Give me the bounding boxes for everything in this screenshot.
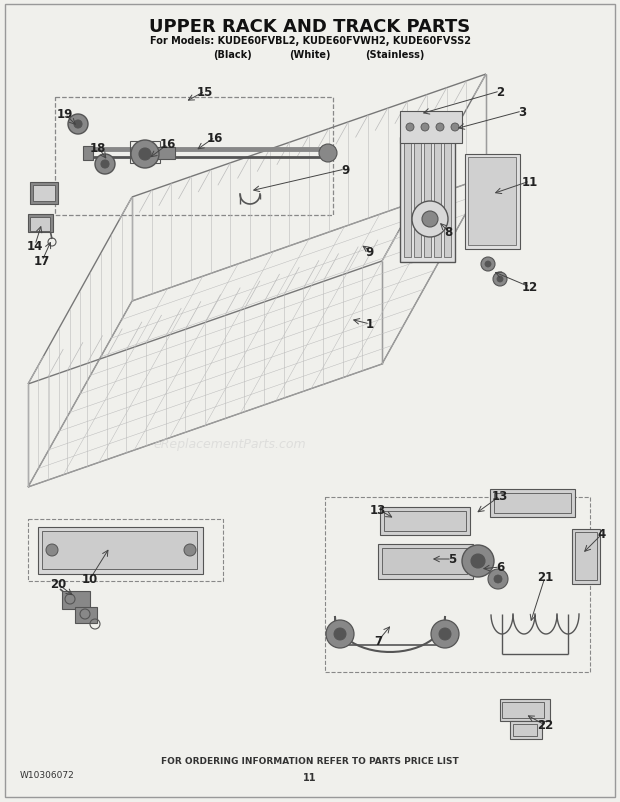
Text: 17: 17 (34, 255, 50, 268)
Text: 11: 11 (303, 772, 317, 782)
Text: 22: 22 (537, 719, 553, 731)
Circle shape (46, 545, 58, 557)
Bar (513, 724, 537, 736)
Bar (55, 98, 333, 216)
Circle shape (431, 620, 459, 648)
Bar (30, 217, 50, 232)
Bar (510, 721, 542, 739)
Text: 5: 5 (448, 553, 456, 565)
Text: 16: 16 (160, 138, 176, 152)
Circle shape (488, 569, 508, 589)
Bar (444, 143, 451, 257)
Circle shape (412, 202, 448, 237)
Text: 13: 13 (370, 503, 386, 516)
Text: W10306072: W10306072 (20, 771, 75, 780)
Bar (572, 529, 600, 585)
Circle shape (131, 141, 159, 168)
Bar (378, 545, 473, 579)
Bar (400, 138, 455, 263)
Text: 8: 8 (444, 225, 452, 238)
Bar (465, 155, 520, 249)
Text: eReplacementParts.com: eReplacementParts.com (154, 438, 306, 451)
Bar (424, 143, 431, 257)
Circle shape (184, 545, 196, 557)
Text: UPPER RACK AND TRACK PARTS: UPPER RACK AND TRACK PARTS (149, 18, 471, 36)
Text: 12: 12 (522, 282, 538, 294)
Circle shape (139, 149, 151, 160)
Bar (490, 489, 575, 517)
Text: 9: 9 (341, 164, 349, 176)
Text: 11: 11 (522, 176, 538, 188)
Bar (380, 508, 470, 535)
Text: For Models: KUDE60FVBL2, KUDE60FVWH2, KUDE60FVSS2: For Models: KUDE60FVBL2, KUDE60FVWH2, KU… (149, 36, 471, 46)
Circle shape (406, 124, 414, 132)
Bar (28, 520, 223, 581)
Bar (33, 186, 55, 202)
Text: 3: 3 (518, 105, 526, 119)
Text: 2: 2 (496, 85, 504, 99)
Circle shape (439, 628, 451, 640)
Bar (500, 699, 550, 721)
Bar (38, 528, 203, 574)
Text: 21: 21 (537, 571, 553, 584)
Text: 7: 7 (374, 634, 382, 648)
Bar (404, 143, 411, 257)
Text: 18: 18 (90, 141, 106, 154)
Circle shape (421, 124, 429, 132)
Bar (83, 147, 93, 160)
Circle shape (422, 212, 438, 228)
Circle shape (494, 575, 502, 583)
Circle shape (101, 160, 109, 168)
Bar (494, 493, 571, 513)
Text: 15: 15 (197, 85, 213, 99)
Text: 1: 1 (366, 318, 374, 331)
Bar (400, 111, 462, 144)
Circle shape (74, 121, 82, 129)
Bar (414, 143, 421, 257)
Circle shape (471, 554, 485, 569)
Bar (384, 512, 466, 532)
Circle shape (68, 115, 88, 135)
Circle shape (334, 628, 346, 640)
Bar (575, 533, 597, 581)
Circle shape (485, 261, 491, 268)
Circle shape (481, 257, 495, 272)
Text: (Stainless): (Stainless) (365, 50, 425, 60)
Text: 10: 10 (82, 573, 98, 585)
Bar (155, 148, 175, 160)
Text: 13: 13 (492, 490, 508, 503)
Bar (30, 183, 58, 205)
Text: FOR ORDERING INFORMATION REFER TO PARTS PRICE LIST: FOR ORDERING INFORMATION REFER TO PARTS … (161, 756, 459, 766)
Circle shape (95, 155, 115, 175)
Text: 14: 14 (27, 239, 43, 252)
Bar (130, 142, 160, 164)
Bar (468, 158, 516, 245)
Text: (Black): (Black) (213, 50, 251, 60)
Bar (62, 591, 90, 610)
Text: 4: 4 (598, 528, 606, 541)
Circle shape (319, 145, 337, 163)
Circle shape (326, 620, 354, 648)
Text: 6: 6 (496, 561, 504, 573)
Bar (28, 215, 53, 233)
Text: 19: 19 (57, 108, 73, 121)
Circle shape (493, 273, 507, 286)
Bar (502, 702, 544, 718)
Circle shape (462, 545, 494, 577)
Bar (325, 497, 590, 672)
Bar (75, 607, 97, 623)
Text: 9: 9 (366, 245, 374, 258)
Circle shape (497, 277, 503, 282)
Circle shape (436, 124, 444, 132)
Bar (42, 532, 197, 569)
Text: 16: 16 (207, 132, 223, 144)
Bar (434, 143, 441, 257)
Bar (382, 549, 467, 574)
Text: (White): (White) (290, 50, 330, 60)
Text: 20: 20 (50, 577, 66, 591)
Circle shape (451, 124, 459, 132)
